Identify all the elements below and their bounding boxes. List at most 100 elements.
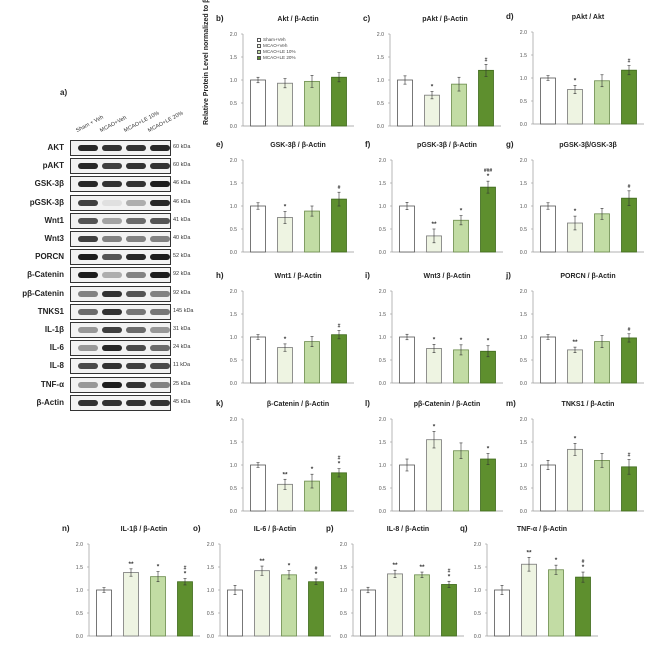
chart-panel: j) PORCN / β-Actin 0.0 0.5 1.0 1.5 2.0 ** # <box>498 271 648 389</box>
bar-chart: 0.00.51.01.52.0***###* <box>379 158 503 256</box>
blot-row-label: AKT <box>47 143 64 152</box>
blot-band <box>78 199 98 206</box>
blot-row-label: PORCN <box>35 252 64 262</box>
y-tick-label: 2.0 <box>230 289 237 295</box>
legend: Sham+Veh MCAO+Veh MCAO+LE 10% MCAO+LE 20% <box>257 37 296 61</box>
significance-marker: * <box>288 563 291 570</box>
molecular-weight-label: 41 kDa <box>173 216 191 223</box>
bar <box>426 348 442 384</box>
blot-band <box>150 290 170 297</box>
bar <box>331 76 347 127</box>
y-tick-label: 0.5 <box>474 611 481 617</box>
bar <box>567 349 583 384</box>
y-tick-label: 2.0 <box>474 542 481 548</box>
bar <box>399 205 415 253</box>
bar <box>360 589 376 637</box>
y-tick-label: 1.0 <box>230 78 237 84</box>
chart-panel: e) GSK-3β / β-Actin 0.0 0.5 1.0 1.5 2.0 * # <box>208 140 358 258</box>
bar-chart: 0.00.51.01.52.0***#* <box>230 417 354 515</box>
blot-band <box>78 363 98 370</box>
blot-row-label: Wnt1 <box>44 215 64 225</box>
chart-panel: f) pGSK-3β / β-Actin 0.0 0.5 1.0 1.5 2.0 ** * ###… <box>357 140 507 258</box>
bar <box>453 450 469 512</box>
molecular-weight-label: 145 kDa <box>173 307 194 314</box>
bar <box>304 80 320 127</box>
significance-marker: * <box>460 208 463 215</box>
bar <box>621 69 637 125</box>
y-tick-label: 0.5 <box>76 611 83 617</box>
blot-band <box>150 217 170 224</box>
bar <box>250 464 266 512</box>
bar <box>594 460 610 512</box>
chart-panel: l) pβ-Catenin / β-Actin 0.0 0.5 1.0 1.5 2.0 * * <box>357 399 507 517</box>
legend-item: MCAO+LE 10% <box>257 49 296 55</box>
blot-band <box>78 308 98 315</box>
chart-title: pGSK-3β/GSK-3β <box>559 142 617 149</box>
blot-row-label: Wnt3 <box>44 234 64 243</box>
chart-panel: k) β-Catenin / β-Actin 0.0 0.5 1.0 1.5 2.0 ** * #… <box>208 399 358 517</box>
bar <box>494 589 510 637</box>
legend-swatch <box>257 38 261 42</box>
bar-chart: 0.0 0.5 1.0 1.5 2.0 ** ** #* <box>340 542 464 640</box>
bar-chart: 0.0 0.5 1.0 1.5 2.0 * # <box>520 30 644 128</box>
significance-marker: ** <box>431 221 437 228</box>
blot-band <box>126 399 146 406</box>
y-tick-label: 0.0 <box>340 634 347 640</box>
bar <box>304 341 320 384</box>
significance-marker: * <box>487 338 490 345</box>
chart-title: pGSK-3β / β-Actin <box>417 142 477 149</box>
y-tick-label: 1.0 <box>76 588 83 594</box>
legend-swatch <box>257 50 261 54</box>
chart-title: IL-6 / β-Actin <box>253 526 297 533</box>
blot-band <box>150 181 170 188</box>
legend-label: MCAO+Veh <box>263 43 288 48</box>
bar-chart: 0.0 0.5 1.0 1.5 2.0 * # <box>377 32 501 130</box>
blot-row-label: β-Actin <box>36 397 64 407</box>
panel-label: n) <box>62 524 70 533</box>
significance-marker: * <box>431 84 434 91</box>
y-tick-label: 1.0 <box>520 204 527 210</box>
chart-title: Akt / β-Actin <box>277 16 319 23</box>
bar <box>540 205 556 253</box>
bar <box>540 464 556 512</box>
y-tick-label: 1.0 <box>340 588 347 594</box>
y-tick-label: 2.0 <box>520 158 527 164</box>
bar <box>478 69 494 127</box>
significance-marker: ** <box>392 562 398 569</box>
significance-marker: # <box>315 566 318 572</box>
significance-marker: ** <box>259 558 265 565</box>
blot-band <box>126 254 146 261</box>
legend-label: Sham+Veh <box>263 37 286 42</box>
bar <box>387 573 403 637</box>
y-tick-label: 2.0 <box>379 417 386 423</box>
significance-marker: # <box>448 568 451 574</box>
chart-panel: p) IL-8 / β-Actin 0.0 0.5 1.0 1.5 2.0 ** ** # * <box>318 524 468 642</box>
blot-band <box>126 236 146 242</box>
panel-label: c) <box>363 14 371 23</box>
y-tick-label: 1.0 <box>520 335 527 341</box>
significance-marker: ** <box>572 339 578 346</box>
molecular-weight-label: 31 kDa <box>173 326 191 332</box>
molecular-weight-label: 40 kDa <box>173 235 191 241</box>
blot-band <box>102 399 122 406</box>
significance-marker: # <box>184 566 187 572</box>
blot-row-label: IL-1β <box>44 325 64 334</box>
blot-row <box>70 140 171 156</box>
blot-band <box>150 254 170 261</box>
y-tick-label: 2.0 <box>207 542 214 548</box>
significance-marker: * <box>555 557 558 564</box>
y-tick-label: 0.0 <box>474 634 481 640</box>
legend-swatch <box>257 56 261 60</box>
blot-band <box>150 199 170 206</box>
bar-chart: 0.0 0.5 1.0 1.5 2.0 * # <box>230 158 354 256</box>
blot-band <box>150 236 170 242</box>
bar <box>250 336 266 384</box>
blot-band <box>102 254 122 261</box>
blot-band <box>78 254 98 261</box>
significance-marker: * <box>157 564 160 571</box>
blot-band <box>126 327 146 333</box>
y-tick-label: 0.0 <box>76 634 83 640</box>
blot-row <box>70 267 171 284</box>
y-tick-label: 2.0 <box>76 542 83 548</box>
y-tick-label: 1.5 <box>340 565 347 571</box>
